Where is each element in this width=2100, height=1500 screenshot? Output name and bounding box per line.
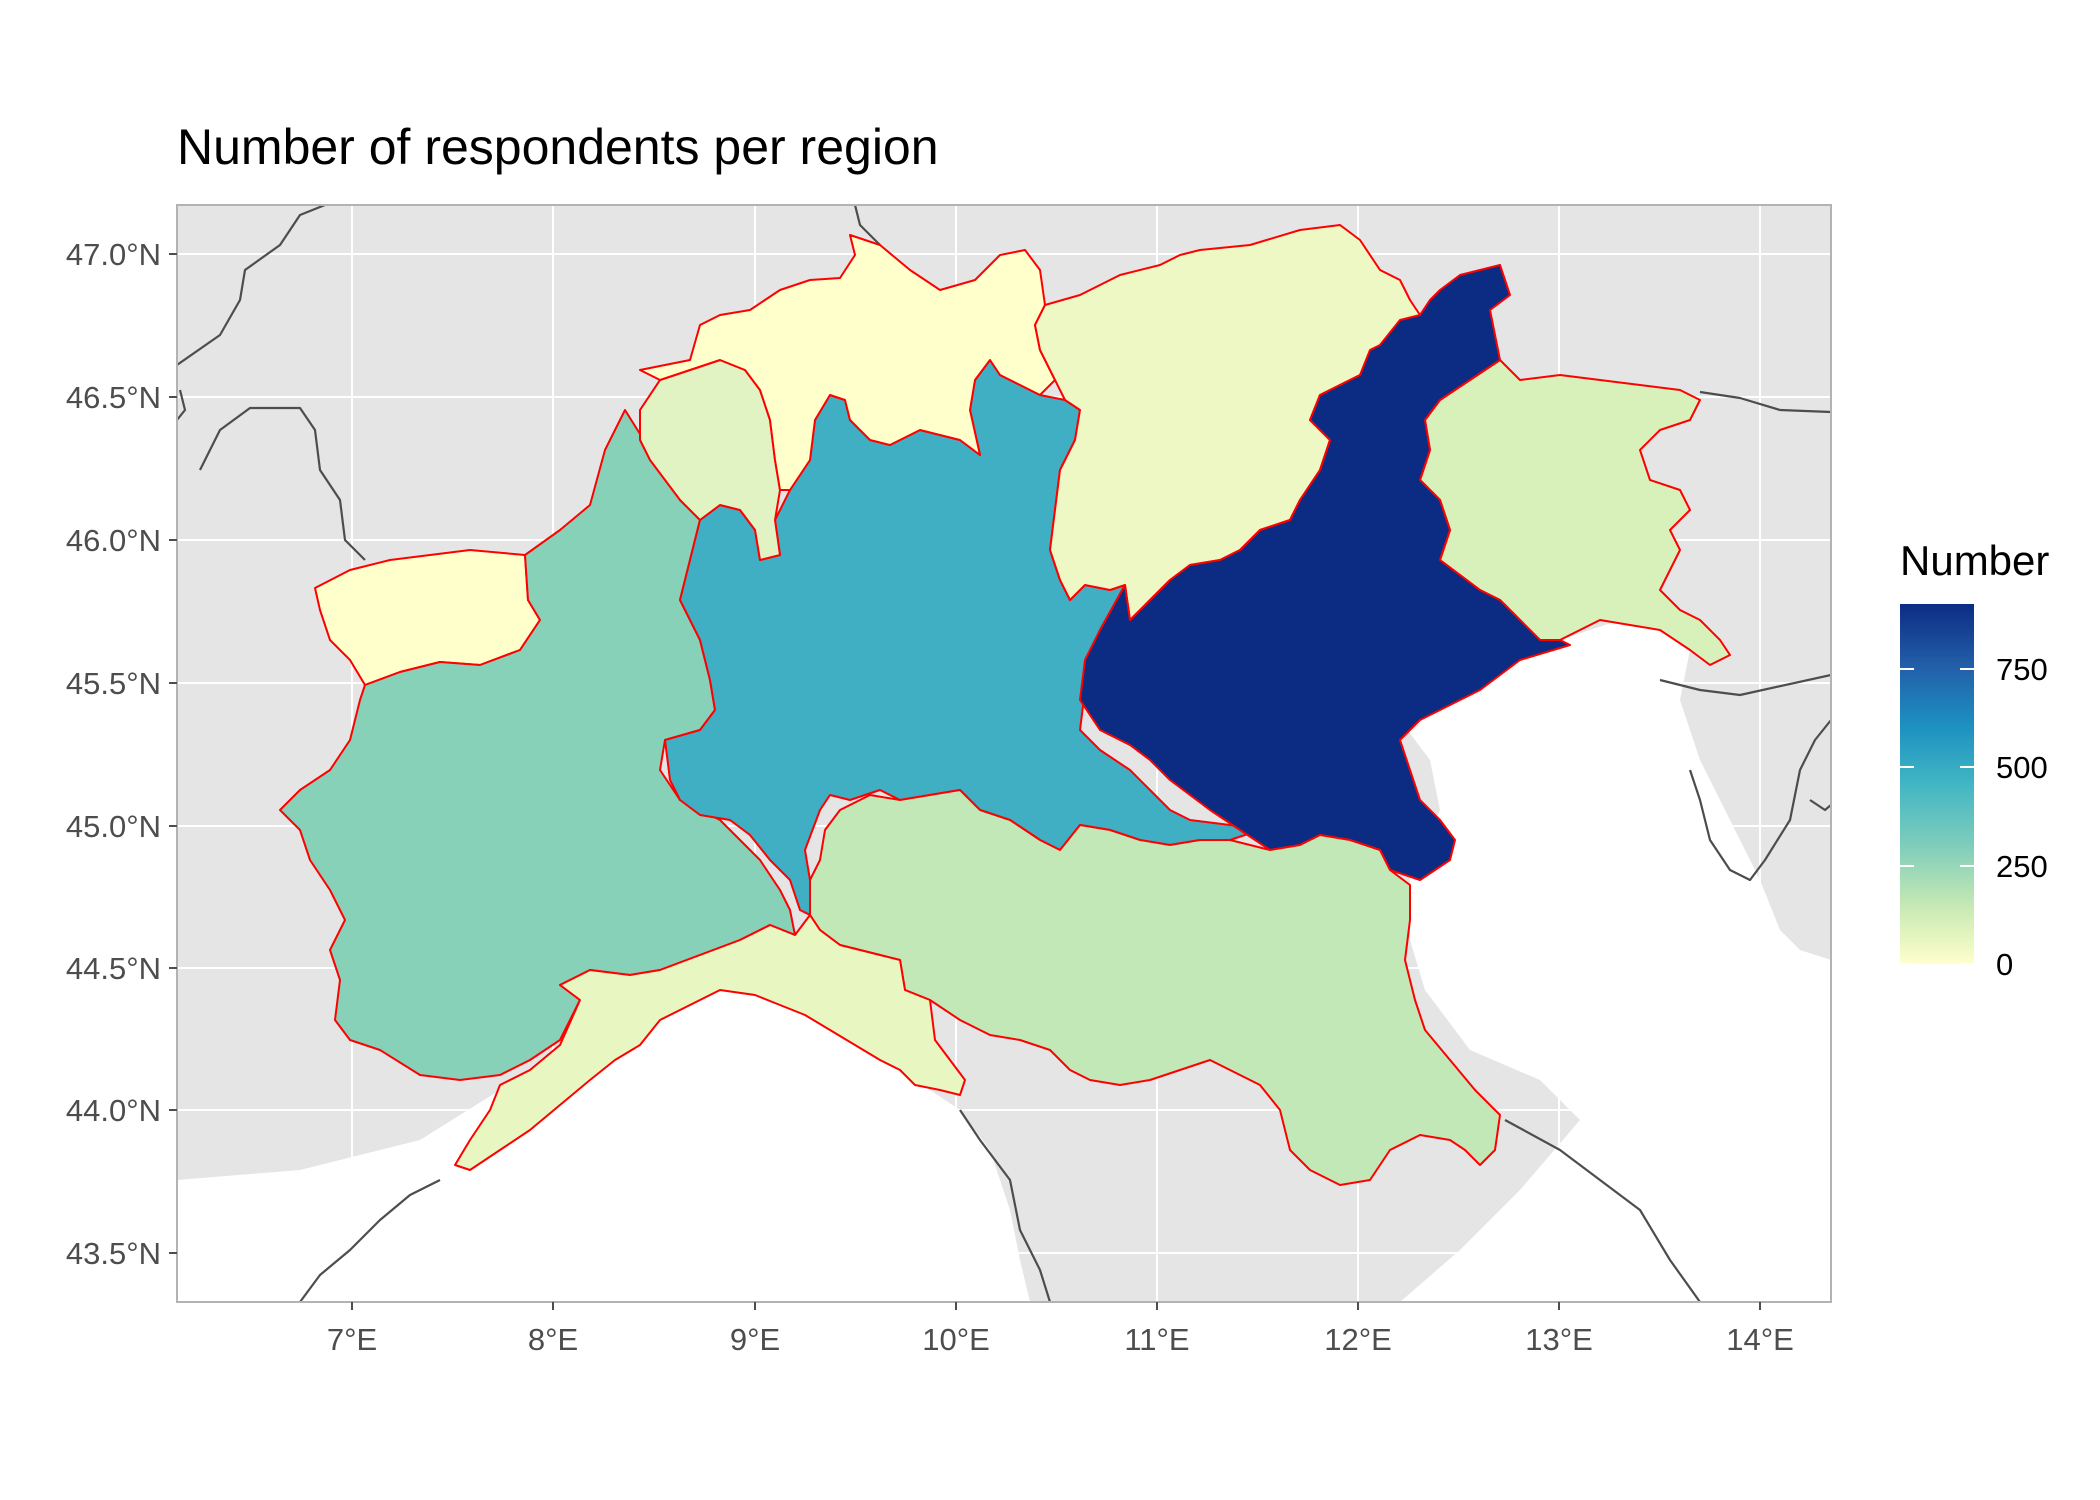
panel-border: [176, 204, 1832, 1303]
x-tick-label: 8°E: [528, 1322, 578, 1357]
y-tick-label: 45.5°N: [66, 666, 161, 701]
y-tick-label: 47.0°N: [66, 237, 161, 272]
y-tick-label: 44.0°N: [66, 1093, 161, 1128]
x-tick-label: 11°E: [1124, 1322, 1189, 1357]
region-liguria: [454, 914, 966, 1171]
y-tick-label: 43.5°N: [66, 1236, 161, 1271]
sea-ligurian: [177, 990, 1030, 1302]
axis-ticks: [169, 253, 1761, 1310]
legend-label: 0: [1996, 947, 2013, 982]
x-tick-label: 12°E: [1324, 1322, 1392, 1357]
x-tick-label: 13°E: [1525, 1322, 1593, 1357]
regions: [279, 224, 1731, 1186]
legend-label: 500: [1996, 750, 2048, 785]
x-tick-label: 9°E: [730, 1322, 780, 1357]
legend-ticks: [1900, 668, 1974, 965]
y-tick-label: 44.5°N: [66, 951, 161, 986]
region-bolzano: [639, 234, 1056, 491]
country-borders: [177, 205, 1831, 1302]
region-veneto: [1079, 264, 1571, 881]
legend: Number 750 500 250 0: [1900, 537, 2049, 982]
y-tick-label: 46.0°N: [66, 523, 161, 558]
legend-title: Number: [1900, 537, 2049, 584]
y-axis-labels: 47.0°N 46.5°N 46.0°N 45.5°N 45.0°N 44.5°…: [66, 237, 161, 1271]
x-tick-label: 14°E: [1726, 1322, 1794, 1357]
chart-title: Number of respondents per region: [177, 119, 939, 175]
region-emilia-romagna: [809, 789, 1501, 1186]
legend-colorbar: [1900, 604, 1974, 964]
legend-label: 250: [1996, 849, 2048, 884]
x-tick-label: 10°E: [922, 1322, 990, 1357]
legend-label: 750: [1996, 652, 2048, 687]
y-tick-label: 46.5°N: [66, 380, 161, 415]
x-axis-labels: 7°E 8°E 9°E 10°E 11°E 12°E 13°E 14°E: [327, 1322, 1794, 1357]
x-tick-label: 7°E: [327, 1322, 377, 1357]
sea-adriatic: [1400, 620, 1831, 1302]
y-tick-label: 45.0°N: [66, 809, 161, 844]
